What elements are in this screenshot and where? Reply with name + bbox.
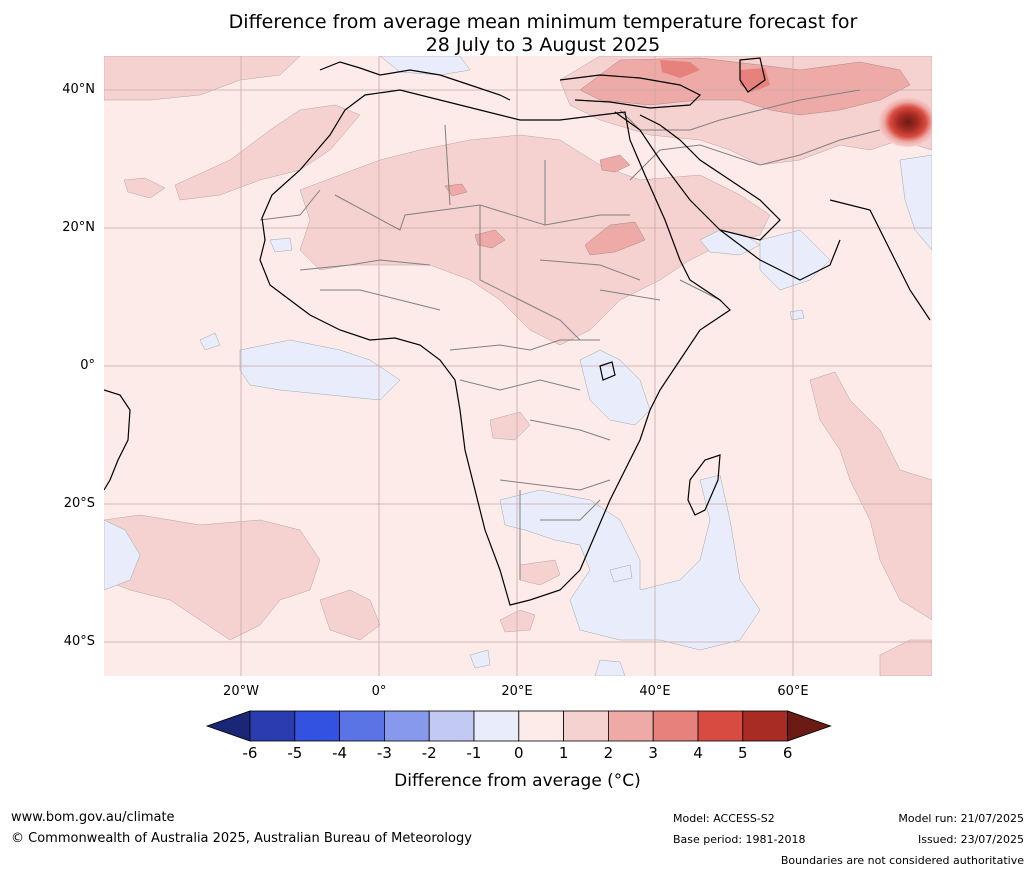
chart-title-line2: 28 July to 3 August 2025 xyxy=(425,34,661,56)
colorbar-tick-label: -2 xyxy=(421,744,437,762)
base-period-text: Base period: 1981-2018 xyxy=(673,833,806,846)
model-run-text: Model run: 21/07/2025 xyxy=(898,812,1024,825)
anomaly-3-4-regions xyxy=(660,60,770,92)
anomaly-map xyxy=(104,56,932,676)
colorbar-label: Difference from average (°C) xyxy=(394,771,641,791)
model-text: Model: ACCESS-S2 xyxy=(673,812,775,825)
colorbar xyxy=(205,710,832,742)
colorbar-tick-label: 4 xyxy=(693,744,703,762)
colorbar-box-4-to-5 xyxy=(697,710,744,742)
colorbar-box-3-to-4 xyxy=(652,710,699,742)
issued-text: Issued: 23/07/2025 xyxy=(917,833,1024,846)
colorbar-box-1-to-2 xyxy=(563,710,609,742)
coastlines xyxy=(104,57,931,606)
colorbar-tick-label: -1 xyxy=(466,744,482,762)
colorbar-tick-label: 0 xyxy=(514,744,524,762)
colorbar-tick-label: -4 xyxy=(332,744,348,762)
colorbar-tick-label: 1 xyxy=(558,744,569,762)
colorbar-box-2-to-3 xyxy=(608,710,654,742)
lon-label-40e: 40°E xyxy=(639,684,671,699)
colorbar-box-5-to-6 xyxy=(742,710,788,742)
colorbar-box--5-to--4 xyxy=(294,710,340,742)
colorbar-box--3-to--2 xyxy=(383,710,430,742)
lon-label-20w: 20°W xyxy=(223,684,259,699)
lat-label-40s: 40°S xyxy=(63,634,95,649)
lon-label-0: 0° xyxy=(371,684,387,699)
colorbar-extend-max xyxy=(787,710,832,742)
colorbar-box--4-to--3 xyxy=(339,710,385,742)
colorbar-box--1-to-0 xyxy=(473,710,520,742)
colorbar-tick-label: -6 xyxy=(242,744,258,762)
colorbar-tick-label: -5 xyxy=(287,744,303,762)
lat-label-20s: 20°S xyxy=(63,496,95,511)
lat-label-0: 0° xyxy=(80,358,95,373)
lon-label-20e: 20°E xyxy=(501,684,533,699)
colorbar-tick-label: -3 xyxy=(376,744,392,762)
website-text: www.bom.gov.au/climate xyxy=(11,810,175,825)
colorbar-tick-label: 5 xyxy=(738,744,748,762)
lon-label-60e: 60°E xyxy=(777,684,809,699)
copyright-text: © Commonwealth of Australia 2025, Austra… xyxy=(11,831,472,846)
hotspot-nw-india xyxy=(878,97,932,147)
colorbar-tick-label: 6 xyxy=(782,744,793,762)
disclaimer-text: Boundaries are not considered authoritat… xyxy=(780,854,1024,867)
country-borders xyxy=(259,89,881,580)
lat-label-40n: 40°N xyxy=(62,82,95,97)
graticule xyxy=(104,56,932,676)
colorbar-box--2-to--1 xyxy=(428,710,475,742)
colorbar-tick-label: 3 xyxy=(648,744,658,762)
lat-label-20n: 20°N xyxy=(62,220,95,235)
colorbar-tick-label: 2 xyxy=(603,744,614,762)
colorbar-box-0-to-1 xyxy=(518,710,564,742)
colorbar-extend-min xyxy=(205,710,251,742)
colorbar-box--6-to--5 xyxy=(249,710,296,742)
chart-title-line1: Difference from average mean minimum tem… xyxy=(228,11,858,33)
